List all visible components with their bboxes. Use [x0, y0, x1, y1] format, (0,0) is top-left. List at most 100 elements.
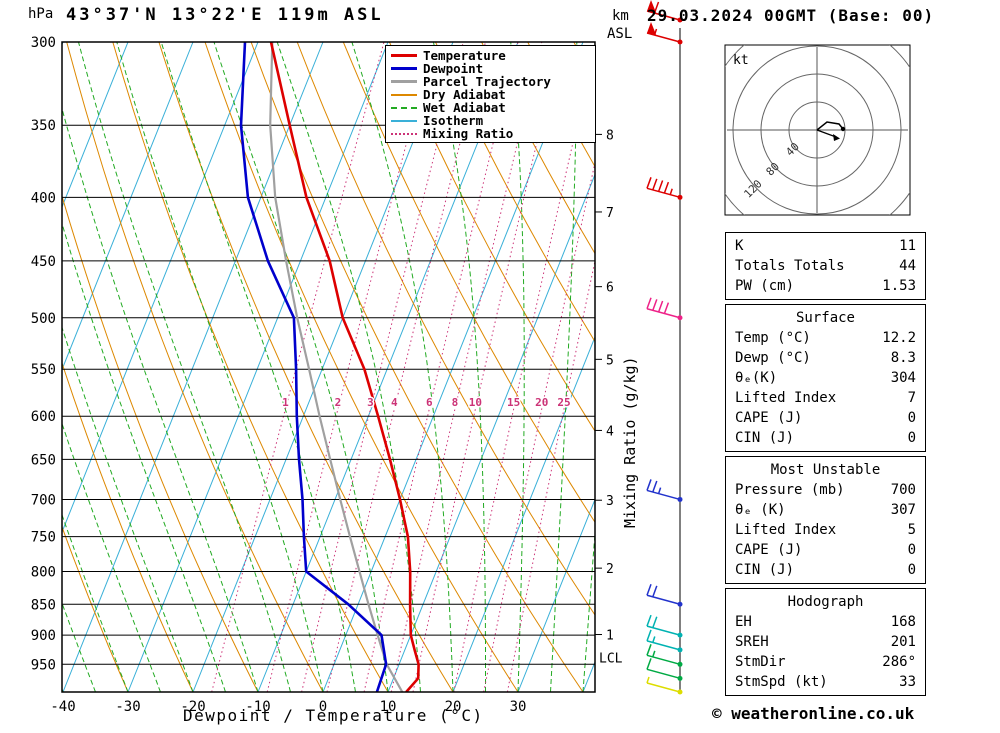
panel-row-value: 44: [899, 258, 916, 274]
station-title: 43°37'N 13°22'E 119m ASL: [66, 5, 384, 25]
x-axis-label: Dewpoint / Temperature (°C): [183, 706, 484, 725]
pressure-axis-labels: hPa 300 350 400 450 500 550 600 650 700 750 800 850 9…: [28, 6, 56, 673]
mixing-ratio-label: 2: [335, 396, 342, 409]
panel-row: K 11: [735, 236, 916, 256]
mixing-ratio-label: 10: [469, 396, 482, 409]
chart-legend: Temperature Dewpoint Parcel Trajectory Dry …: [385, 45, 596, 143]
panel-row-label: CAPE (J): [735, 542, 803, 558]
panel-row: CIN (J) 0: [735, 560, 916, 580]
pressure-tick-label: 400: [31, 190, 56, 206]
pressure-tick-label: 350: [31, 118, 56, 134]
panel-row: SREH 201: [735, 632, 916, 652]
panel-row-value: 5: [907, 522, 916, 538]
pressure-tick-label: 800: [31, 565, 56, 581]
panel-row-value: 0: [907, 410, 916, 426]
panel-row: Totals Totals 44: [735, 256, 916, 276]
panel-row-value: 33: [899, 674, 916, 690]
mixing-ratio-axis-label: Mixing Ratio (g/kg): [621, 356, 639, 528]
kt-label: kt: [733, 53, 749, 68]
pressure-tick-label: 550: [31, 362, 56, 378]
temp-tick-label: -20: [180, 699, 205, 715]
km-tick-label: 3: [606, 494, 614, 509]
panel-row-value: 307: [890, 502, 916, 518]
panel-row: θₑ(K) 304: [735, 368, 916, 388]
pressure-tick-label: 300: [31, 35, 56, 51]
km-header: km: [612, 8, 629, 24]
temp-tick-label: 30: [510, 699, 527, 715]
legend-entry: Dewpoint: [389, 61, 595, 76]
plot-border: [61, 41, 596, 693]
legend-entry: Dry Adiabat: [389, 87, 595, 102]
panel-row-label: PW (cm): [735, 278, 795, 294]
pressure-tick-label: 450: [31, 254, 56, 270]
panel-row-label: K: [735, 238, 744, 254]
plot-area: [62, 42, 595, 692]
hpa-label: hPa: [28, 6, 53, 22]
panel-row-value: 700: [890, 482, 916, 498]
legend-label: Mixing Ratio: [423, 126, 514, 141]
panel-row: θₑ (K) 307: [735, 500, 916, 520]
km-tick-label: 5: [606, 353, 614, 368]
isotherm-lines: [62, 42, 595, 692]
temp-tick-label: 0: [319, 699, 327, 715]
info-panel-hodograph: Hodograph EH 168 SREH 201 StmDir 286° StmSpd (k…: [725, 588, 926, 696]
temp-tick-label: 10: [380, 699, 397, 715]
mixing-ratio-label: 3: [367, 396, 374, 409]
km-tick-label: 1: [606, 629, 614, 644]
temp-tick-label: -40: [50, 699, 75, 715]
indices-panels: K 11 Totals Totals 44 PW (cm) 1.53 Surface Temp…: [725, 232, 926, 700]
panel-row-value: 0: [907, 542, 916, 558]
panel-row-label: CIN (J): [735, 562, 795, 578]
legend-label: Temperature: [423, 48, 506, 63]
panel-row-value: 1.53: [882, 278, 916, 294]
pressure-tick-label: 600: [31, 409, 56, 425]
info-panel-most-unstable: Most Unstable Pressure (mb) 700 θₑ (K) 307 Li…: [725, 456, 926, 584]
panel-row-label: EH: [735, 614, 752, 630]
panel-row-label: CIN (J): [735, 430, 795, 446]
storm-motion-arrow: [816, 129, 837, 138]
panel-row: PW (cm) 1.53: [735, 276, 916, 296]
asl-header: ASL: [607, 26, 632, 42]
legend-entry: Temperature: [389, 48, 595, 63]
datetime-title: 29.03.2024 00GMT (Base: 00): [647, 6, 935, 25]
info-panel: K 11 Totals Totals 44 PW (cm) 1.53: [725, 232, 926, 300]
pressure-tick-label: 700: [31, 492, 56, 508]
panel-row-value: 201: [890, 634, 916, 650]
panel-row-label: StmSpd (kt): [735, 674, 828, 690]
panel-title: Most Unstable: [770, 462, 881, 478]
temp-tick-label: -10: [245, 699, 270, 715]
legend-entry: Mixing Ratio: [389, 126, 595, 141]
legend-label: Isotherm: [423, 113, 484, 128]
panel-row-value: 8.3: [890, 350, 916, 366]
panel-row-value: 304: [890, 370, 916, 386]
panel-row: StmSpd (kt) 33: [735, 672, 916, 692]
panel-row: Lifted Index 5: [735, 520, 916, 540]
legend-line-sample: [391, 80, 417, 83]
km-tick-label: 8: [606, 128, 614, 143]
panel-row-value: 11: [899, 238, 916, 254]
panel-row-value: 0: [907, 562, 916, 578]
panel-row: CAPE (J) 0: [735, 408, 916, 428]
legend-entry: Isotherm: [389, 113, 595, 128]
panel-row: Pressure (mb) 700: [735, 480, 916, 500]
legend-label: Dewpoint: [423, 61, 484, 76]
panel-row-label: Temp (°C): [735, 330, 811, 346]
panel-row: EH 168: [735, 612, 916, 632]
temperature-axis-labels: -40 -30 -20 -10 0 10 20 30: [50, 699, 526, 715]
km-axis-labels: km ASL 8 7 6 5 4 3 2 1 LCL: [595, 8, 632, 667]
pressure-gridlines: [62, 124, 595, 665]
info-panel-surface: Surface Temp (°C) 12.2 Dewp (°C) 8.3 θₑ(K) 304…: [725, 304, 926, 452]
temperature-curve: [269, 42, 420, 692]
legend-label: Parcel Trajectory: [423, 74, 551, 89]
mixing-ratio-label: 6: [426, 396, 433, 409]
panel-row: StmDir 286°: [735, 652, 916, 672]
panel-row: CIN (J) 0: [735, 428, 916, 448]
pressure-tick-label: 500: [31, 311, 56, 327]
panel-row-label: Dewp (°C): [735, 350, 811, 366]
panel-row: CAPE (J) 0: [735, 540, 916, 560]
panel-row: Lifted Index 7: [735, 388, 916, 408]
pressure-tick-label: 950: [31, 657, 56, 673]
pressure-tick-label: 750: [31, 530, 56, 546]
temp-tick-label: -30: [115, 699, 140, 715]
